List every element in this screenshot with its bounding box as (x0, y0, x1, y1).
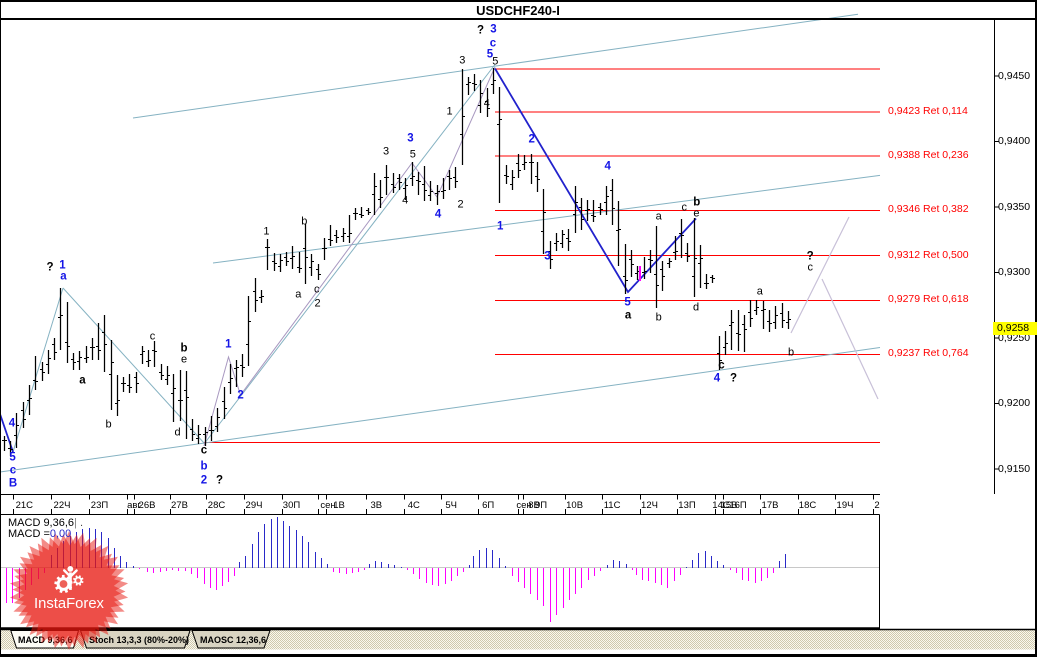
svg-text:MAOSC 12,36,6: MAOSC 12,36,6 (200, 635, 266, 645)
svg-text:MACD 9,36,6: MACD 9,36,6 (18, 635, 73, 645)
svg-text:Stoch 13,3,3 (80%-20%): Stoch 13,3,3 (80%-20%) (89, 635, 189, 645)
svg-text:InstaForex: InstaForex (34, 596, 105, 612)
